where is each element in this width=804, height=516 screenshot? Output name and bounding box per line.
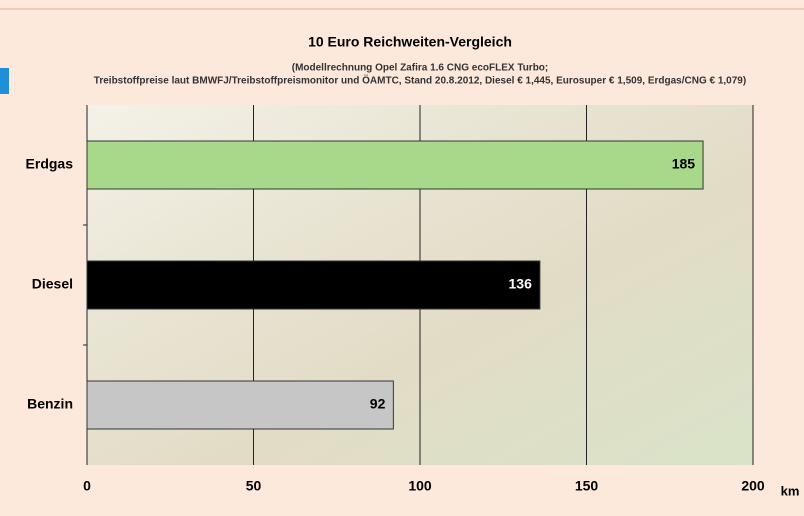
x-tick-label: 150: [575, 478, 599, 494]
chart: 10 Euro Reichweiten-Vergleich (Modellrec…: [0, 0, 804, 516]
bar: [87, 261, 540, 309]
x-tick-label: 50: [246, 478, 262, 494]
x-tick-label: 100: [408, 478, 432, 494]
chart-title: 10 Euro Reichweiten-Vergleich: [308, 34, 512, 50]
y-tick-label: Erdgas: [26, 156, 74, 172]
value-label: 136: [509, 276, 533, 292]
top-border: [0, 8, 804, 10]
x-axis-label: km: [781, 483, 800, 498]
subtitle: (Modellrechnung Opel Zafira 1.6 CNG ecoF…: [292, 63, 549, 74]
accent: [0, 68, 9, 94]
subtitle: Treibstoffpreise laut BMWFJ/Treibstoffpr…: [94, 74, 746, 87]
x-tick-label: 0: [83, 478, 91, 494]
value-label: 92: [370, 396, 386, 412]
x-tick-label: 200: [741, 478, 765, 494]
value-label: 185: [672, 156, 696, 172]
y-tick-label: Diesel: [32, 276, 73, 292]
bar: [87, 381, 393, 429]
bar: [87, 141, 703, 189]
y-tick-label: Benzin: [27, 396, 73, 412]
